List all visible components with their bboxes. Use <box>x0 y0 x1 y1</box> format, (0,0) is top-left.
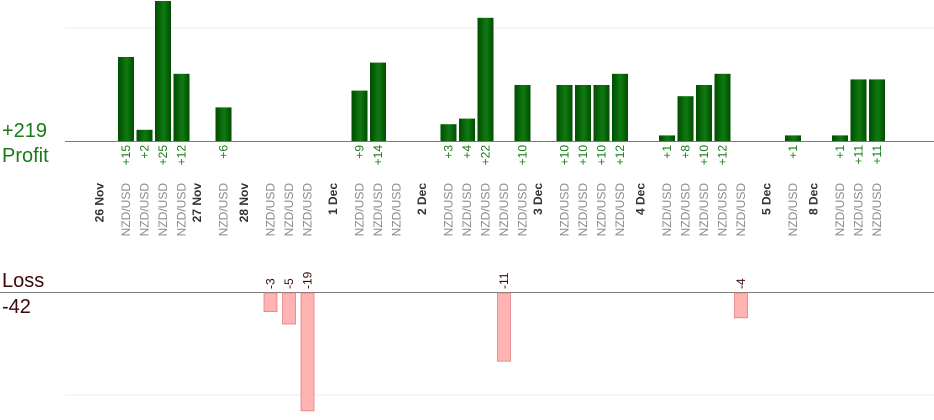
profit-value-label: +3 <box>442 145 456 159</box>
pair-label: NZD/USD <box>282 183 296 237</box>
profit-bar <box>173 73 190 141</box>
profit-bar <box>459 118 475 141</box>
profit-value-label: +1 <box>833 145 847 159</box>
pair-label: NZD/USD <box>217 183 231 237</box>
profit-bar <box>215 107 232 141</box>
date-label: 26 Nov <box>93 183 107 223</box>
profit-bar <box>514 85 531 141</box>
loss-value-label: -11 <box>497 272 511 289</box>
profit-bar <box>850 79 867 141</box>
profit-total: +219 <box>2 120 48 142</box>
date-label: 28 Nov <box>237 183 251 223</box>
profit-bar <box>785 135 801 141</box>
profit-bar <box>714 73 731 141</box>
loss-value-label: -5 <box>282 278 296 289</box>
pair-label: NZD/USD <box>833 183 847 237</box>
pair-label: NZD/USD <box>301 183 315 237</box>
pair-label: NZD/USD <box>558 183 572 237</box>
date-label: 1 Dec <box>326 183 340 215</box>
pair-label: NZD/USD <box>175 183 189 237</box>
date-label: 8 Dec <box>807 183 821 215</box>
loss-value-label: -19 <box>301 271 315 289</box>
profit-value-label: +10 <box>595 145 609 166</box>
profit-value-label: +10 <box>697 145 711 166</box>
date-label: 2 Dec <box>415 183 429 215</box>
profit-value-label: +10 <box>516 145 530 166</box>
pair-label: NZD/USD <box>156 183 170 237</box>
pair-label: NZD/USD <box>870 183 884 237</box>
profit-bar <box>696 85 712 141</box>
pair-label: NZD/USD <box>716 183 730 237</box>
pair-label: NZD/USD <box>479 183 493 237</box>
profit-value-label: +1 <box>786 145 800 159</box>
loss-bar <box>263 292 278 313</box>
pair-label: NZD/USD <box>390 183 404 237</box>
profit-value-label: +6 <box>217 145 231 159</box>
profit-value-label: +10 <box>576 145 590 166</box>
profit-bar <box>370 62 386 141</box>
pair-label: NZD/USD <box>371 183 385 237</box>
profit-value-label: +9 <box>353 145 367 159</box>
pair-label: NZD/USD <box>353 183 367 237</box>
loss-label: Loss <box>2 270 45 292</box>
pair-label: NZD/USD <box>679 183 693 237</box>
profit-bar <box>351 90 368 141</box>
date-label: 27 Nov <box>190 183 204 223</box>
pair-label: NZD/USD <box>576 183 590 237</box>
pair-label: NZD/USD <box>786 183 800 237</box>
loss-value-label: -3 <box>264 278 278 289</box>
profit-value-label: +10 <box>558 145 572 166</box>
profit-value-label: +12 <box>716 145 730 166</box>
loss-bar <box>282 292 296 325</box>
profit-value-label: +14 <box>371 145 385 166</box>
profit-value-label: +25 <box>156 145 170 166</box>
pair-label: NZD/USD <box>497 183 511 237</box>
date-label: 4 Dec <box>634 183 648 215</box>
profit-bar <box>612 73 628 141</box>
profit-bar <box>136 129 153 141</box>
profit-value-label: +12 <box>175 145 189 166</box>
loss-bar <box>300 292 315 412</box>
profit-bar <box>593 85 610 141</box>
pair-label: NZD/USD <box>734 183 748 237</box>
loss-total: -42 <box>2 296 31 318</box>
profit-bar <box>659 135 675 141</box>
profit-bar <box>118 57 134 141</box>
date-label: 3 Dec <box>531 183 545 215</box>
profit-bar <box>832 135 848 141</box>
profit-bar <box>155 1 171 141</box>
pair-label: NZD/USD <box>460 183 474 237</box>
profit-value-label: +11 <box>870 145 884 165</box>
pair-label: NZD/USD <box>264 183 278 237</box>
pair-label: NZD/USD <box>852 183 866 237</box>
loss-bar <box>734 292 748 319</box>
profit-value-label: +22 <box>479 145 493 166</box>
profit-bar <box>556 85 573 141</box>
profit-value-label: +4 <box>460 145 474 159</box>
date-label: 5 Dec <box>760 183 774 215</box>
profit-value-label: +1 <box>660 145 674 159</box>
profit-bar <box>477 17 494 141</box>
pair-label: NZD/USD <box>119 183 133 237</box>
profit-label: Profit <box>2 145 49 167</box>
pair-label: NZD/USD <box>613 183 627 237</box>
profit-value-label: +2 <box>138 145 152 159</box>
pair-label: NZD/USD <box>516 183 530 237</box>
pair-label: NZD/USD <box>595 183 609 237</box>
pair-label: NZD/USD <box>697 183 711 237</box>
pair-label: NZD/USD <box>138 183 152 237</box>
pair-label: NZD/USD <box>442 183 456 237</box>
pair-label: NZD/USD <box>660 183 674 237</box>
profit-value-label: +11 <box>852 145 866 165</box>
profit-value-label: +15 <box>119 145 133 166</box>
profit-value-label: +12 <box>613 145 627 166</box>
profit-value-label: +8 <box>679 145 693 159</box>
loss-bar <box>497 292 511 362</box>
profit-bar <box>575 85 591 141</box>
profit-bar <box>440 124 457 141</box>
profit-bar <box>869 79 885 141</box>
loss-value-label: -4 <box>734 278 748 289</box>
profit-bar <box>677 96 694 141</box>
